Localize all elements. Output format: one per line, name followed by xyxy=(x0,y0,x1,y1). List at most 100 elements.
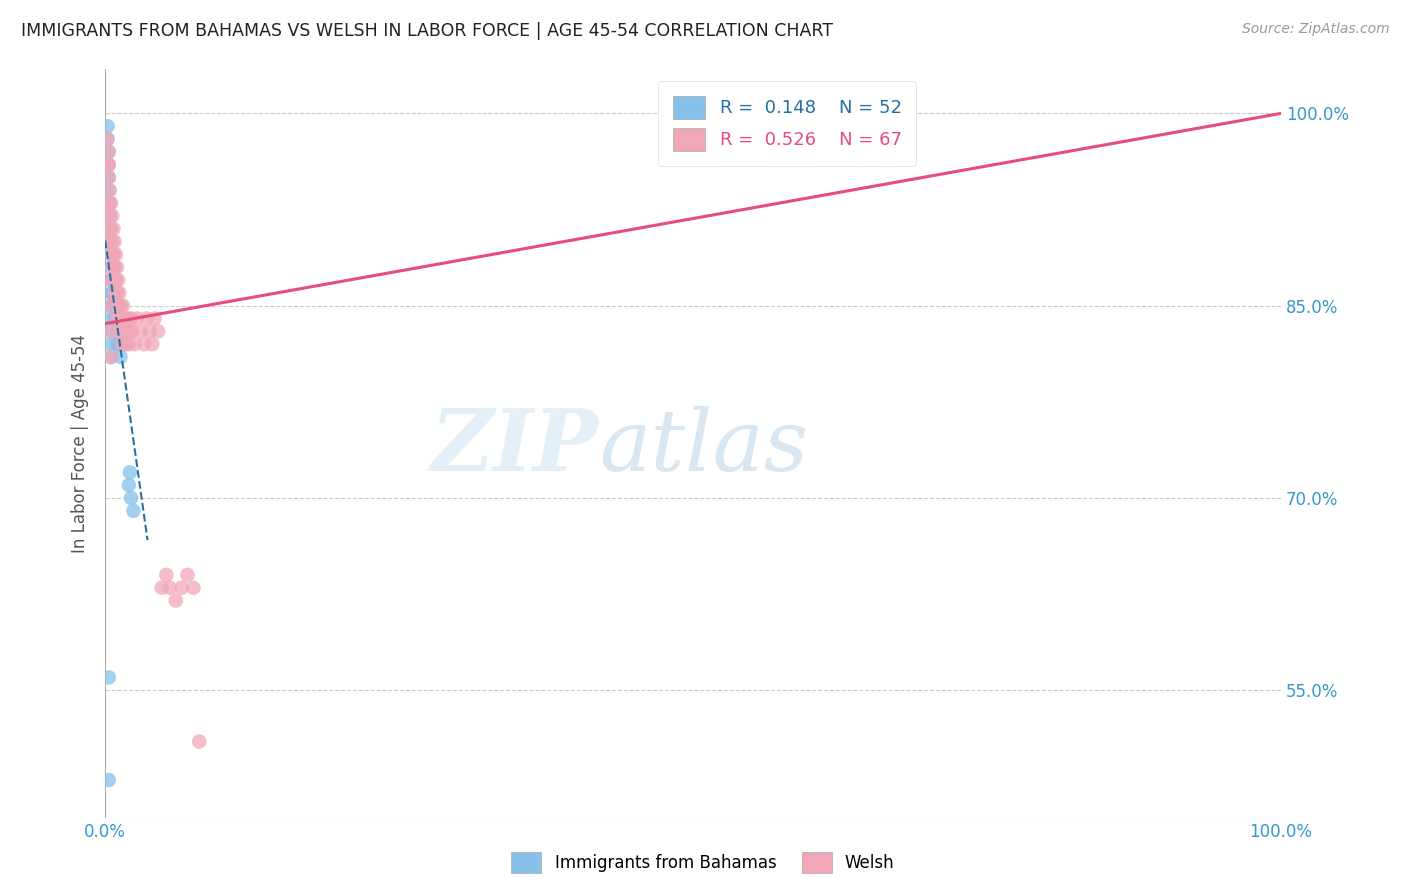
Point xyxy=(118,324,141,338)
Point xyxy=(124,337,146,351)
Point xyxy=(100,221,122,235)
Point xyxy=(97,772,120,787)
Point xyxy=(98,209,121,223)
Point xyxy=(105,337,128,351)
Point xyxy=(104,273,127,287)
Point xyxy=(104,299,127,313)
Point xyxy=(100,273,122,287)
Point xyxy=(103,221,125,235)
Point xyxy=(115,324,138,338)
Point xyxy=(105,285,128,300)
Point xyxy=(104,285,127,300)
Point xyxy=(100,324,122,338)
Point xyxy=(111,324,134,338)
Point xyxy=(101,260,124,275)
Point xyxy=(97,132,120,146)
Text: IMMIGRANTS FROM BAHAMAS VS WELSH IN LABOR FORCE | AGE 45-54 CORRELATION CHART: IMMIGRANTS FROM BAHAMAS VS WELSH IN LABO… xyxy=(21,22,834,40)
Point xyxy=(97,158,120,172)
Point xyxy=(125,311,148,326)
Point xyxy=(111,299,134,313)
Point xyxy=(108,311,131,326)
Point xyxy=(120,491,142,505)
Point xyxy=(108,311,131,326)
Point xyxy=(111,337,134,351)
Point xyxy=(97,670,120,684)
Point xyxy=(188,734,211,748)
Point xyxy=(101,235,124,249)
Point xyxy=(112,324,135,338)
Point xyxy=(114,337,136,351)
Point xyxy=(97,158,120,172)
Text: Source: ZipAtlas.com: Source: ZipAtlas.com xyxy=(1241,22,1389,37)
Point xyxy=(107,299,129,313)
Point xyxy=(100,260,122,275)
Point xyxy=(118,466,141,480)
Point xyxy=(104,311,127,326)
Point xyxy=(97,145,120,159)
Point xyxy=(104,260,127,275)
Point xyxy=(97,132,120,146)
Point xyxy=(104,273,127,287)
Point xyxy=(97,183,120,197)
Point xyxy=(100,299,122,313)
Point xyxy=(104,247,127,261)
Point xyxy=(104,235,127,249)
Point xyxy=(100,247,122,261)
Point xyxy=(165,593,187,607)
Point xyxy=(117,311,139,326)
Point xyxy=(135,311,157,326)
Point xyxy=(139,324,162,338)
Point xyxy=(111,311,134,326)
Point xyxy=(100,337,122,351)
Point xyxy=(111,311,134,326)
Legend: R =  0.148    N = 52, R =  0.526    N = 67: R = 0.148 N = 52, R = 0.526 N = 67 xyxy=(658,81,917,166)
Point xyxy=(97,170,120,185)
Point xyxy=(103,247,125,261)
Point xyxy=(103,273,125,287)
Point xyxy=(100,196,122,211)
Point xyxy=(110,299,132,313)
Point xyxy=(141,337,163,351)
Point xyxy=(105,311,128,326)
Point xyxy=(97,119,120,133)
Point xyxy=(122,504,145,518)
Point xyxy=(97,170,120,185)
Point xyxy=(107,273,129,287)
Point xyxy=(110,350,132,364)
Point xyxy=(100,247,122,261)
Text: ZIP: ZIP xyxy=(432,405,599,489)
Legend: Immigrants from Bahamas, Welsh: Immigrants from Bahamas, Welsh xyxy=(505,846,901,880)
Point xyxy=(101,235,124,249)
Point xyxy=(110,324,132,338)
Point xyxy=(114,337,136,351)
Point xyxy=(115,324,138,338)
Point xyxy=(98,209,121,223)
Point xyxy=(105,260,128,275)
Point xyxy=(110,324,132,338)
Point xyxy=(111,337,134,351)
Point xyxy=(98,235,121,249)
Point xyxy=(100,350,122,364)
Point xyxy=(159,581,181,595)
Point xyxy=(117,311,139,326)
Point xyxy=(120,311,142,326)
Point xyxy=(103,299,125,313)
Point xyxy=(98,196,121,211)
Point xyxy=(155,567,177,582)
Point xyxy=(111,337,134,351)
Point xyxy=(105,285,128,300)
Point xyxy=(101,285,124,300)
Point xyxy=(98,221,121,235)
Point xyxy=(112,311,135,326)
Point xyxy=(107,324,129,338)
Point xyxy=(100,285,122,300)
Point xyxy=(103,247,125,261)
Point xyxy=(97,221,120,235)
Point xyxy=(176,567,198,582)
Point xyxy=(108,285,131,300)
Point xyxy=(118,337,141,351)
Point xyxy=(97,158,120,172)
Point xyxy=(118,478,141,492)
Point xyxy=(100,273,122,287)
Point xyxy=(97,196,120,211)
